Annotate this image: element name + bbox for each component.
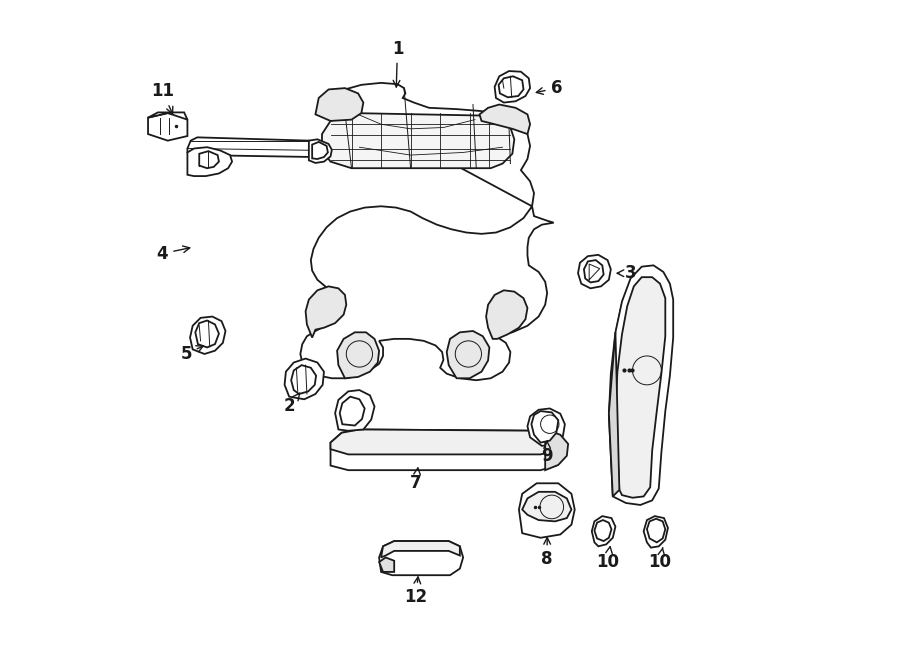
Polygon shape	[644, 516, 668, 547]
Polygon shape	[379, 541, 464, 575]
Polygon shape	[339, 397, 365, 426]
Polygon shape	[616, 277, 665, 498]
Polygon shape	[545, 430, 568, 470]
Polygon shape	[592, 516, 616, 546]
Text: 10: 10	[649, 547, 671, 571]
Polygon shape	[322, 113, 514, 168]
Text: 12: 12	[404, 577, 428, 606]
Text: 11: 11	[151, 82, 174, 114]
Polygon shape	[594, 520, 611, 541]
Polygon shape	[381, 541, 460, 557]
Text: 4: 4	[157, 244, 190, 263]
Polygon shape	[527, 408, 565, 446]
Polygon shape	[190, 316, 226, 354]
Polygon shape	[315, 88, 364, 121]
Text: 10: 10	[596, 547, 619, 571]
Polygon shape	[148, 113, 187, 120]
Text: 6: 6	[536, 79, 562, 97]
Polygon shape	[335, 390, 374, 431]
Polygon shape	[309, 139, 332, 163]
Polygon shape	[480, 105, 530, 134]
Polygon shape	[379, 557, 394, 572]
Polygon shape	[306, 287, 346, 338]
Polygon shape	[486, 291, 527, 339]
Polygon shape	[291, 365, 316, 394]
Polygon shape	[499, 76, 524, 97]
Polygon shape	[187, 137, 328, 157]
Polygon shape	[195, 320, 219, 348]
Text: 2: 2	[284, 393, 300, 416]
Polygon shape	[330, 430, 567, 470]
Polygon shape	[446, 331, 490, 378]
Polygon shape	[338, 332, 379, 378]
Polygon shape	[609, 265, 673, 505]
Polygon shape	[301, 83, 554, 380]
Polygon shape	[584, 260, 604, 283]
Polygon shape	[578, 255, 611, 289]
Text: 3: 3	[617, 264, 636, 282]
Polygon shape	[522, 492, 572, 522]
Polygon shape	[187, 147, 232, 176]
Polygon shape	[330, 430, 565, 454]
Text: 8: 8	[542, 538, 553, 569]
Polygon shape	[647, 519, 665, 542]
Text: 7: 7	[410, 468, 422, 493]
Text: 5: 5	[180, 345, 203, 363]
Polygon shape	[284, 359, 324, 399]
Polygon shape	[519, 483, 575, 538]
Polygon shape	[495, 71, 530, 103]
Text: 9: 9	[541, 441, 553, 465]
Text: 1: 1	[392, 40, 403, 87]
Polygon shape	[148, 113, 187, 140]
Polygon shape	[199, 151, 219, 168]
Polygon shape	[609, 332, 619, 496]
Polygon shape	[312, 142, 328, 159]
Polygon shape	[531, 411, 558, 443]
